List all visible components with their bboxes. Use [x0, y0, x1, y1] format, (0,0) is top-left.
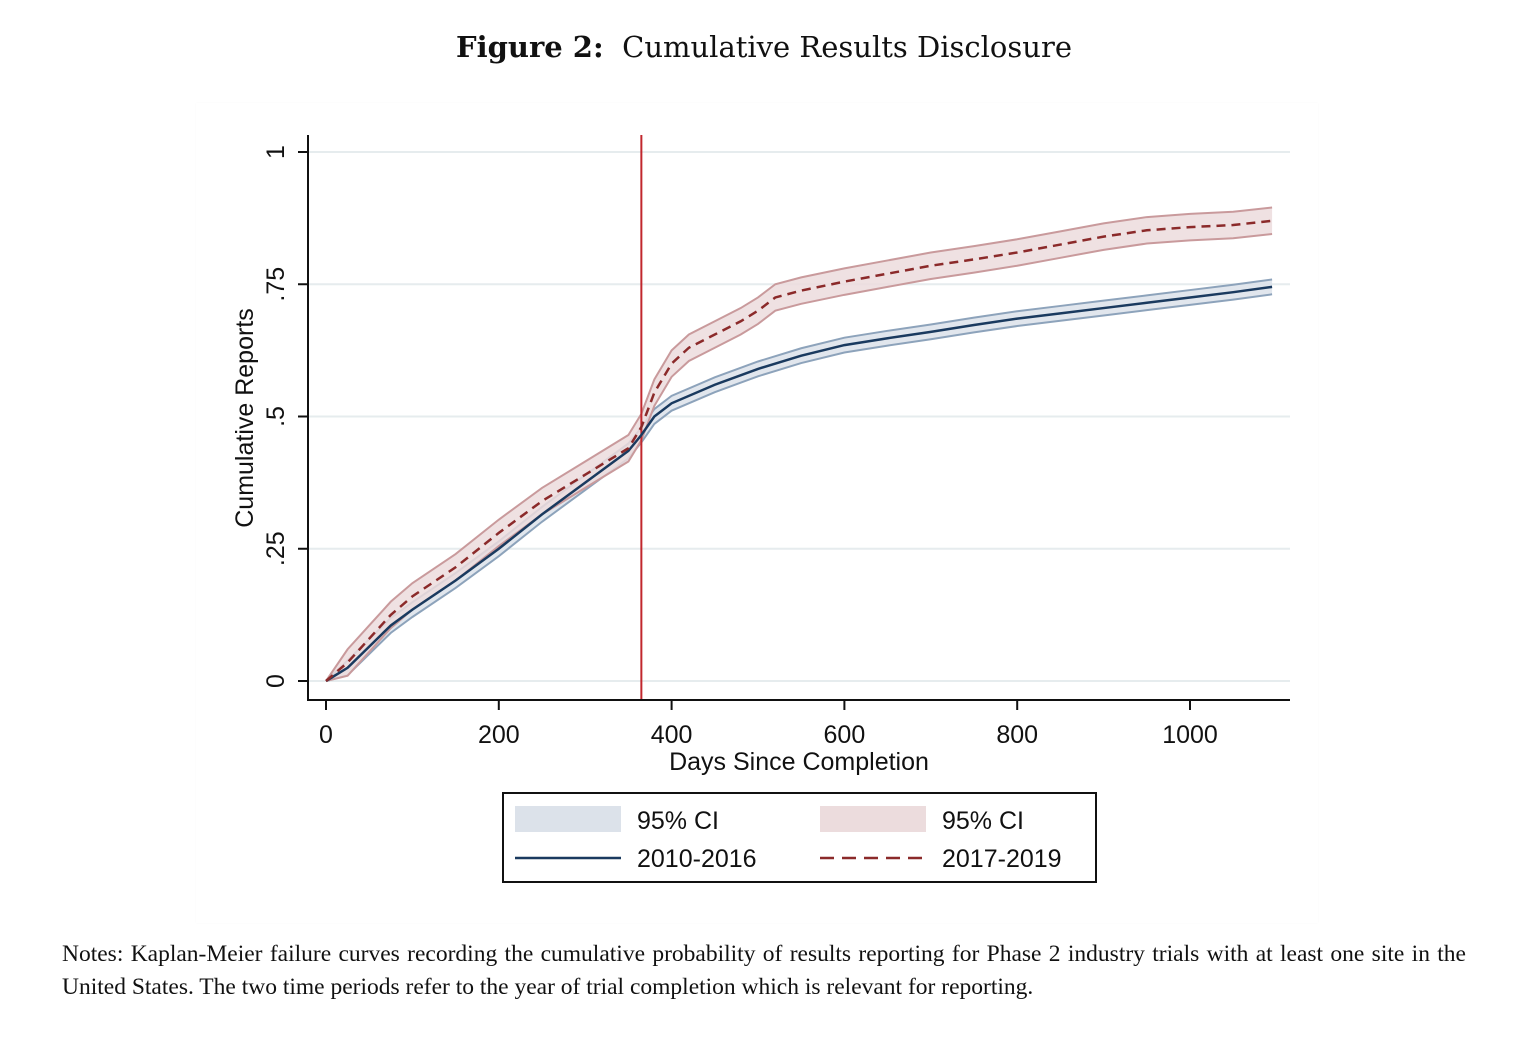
x-ticks: 0 200 400 600 800 1000	[319, 700, 1218, 749]
figure-title: Figure 2: Cumulative Results Disclosure	[0, 30, 1520, 64]
legend-swatch-ci-2017-2019	[820, 806, 926, 832]
figure-title-text: Cumulative Results Disclosure	[622, 30, 1072, 64]
y-tick-label: .5	[262, 406, 290, 427]
ci-band-2010-2016	[326, 279, 1273, 681]
y-tick-label: .25	[262, 531, 290, 566]
x-tick-label: 200	[478, 721, 520, 749]
ci-band-2017-2019	[326, 207, 1273, 682]
legend-label-ci-2010-2016: 95% CI	[637, 807, 719, 835]
x-tick-label: 400	[651, 721, 693, 749]
x-tick-label: 1000	[1162, 721, 1218, 749]
y-axis-label: Cumulative Reports	[231, 308, 259, 528]
x-tick-label: 800	[996, 721, 1038, 749]
y-tick-label: 1	[262, 145, 290, 159]
ci-upper-2010-2016	[325, 278, 1273, 682]
series-lines	[325, 219, 1273, 683]
y-tick-label: 0	[262, 674, 290, 688]
figure-notes: Notes: Kaplan-Meier failure curves recor…	[62, 941, 1466, 1000]
chart: 0 200 400 600 800 1000 0 .25 .5 .75 1 Days Since …	[231, 135, 1290, 883]
ci-upper-2017-2019	[325, 206, 1273, 682]
legend-label-2010-2016: 2010-2016	[637, 845, 757, 873]
figure-label: Figure 2:	[456, 30, 604, 64]
legend-label-2017-2019: 2017-2019	[942, 845, 1062, 873]
ci-lower-2010-2016	[325, 293, 1273, 682]
y-ticks: 0 .25 .5 .75 1	[262, 145, 308, 688]
legend-swatch-ci-2010-2016	[515, 806, 621, 832]
legend: 95% CI 95% CI 2010-2016 2017-2019	[502, 792, 1097, 883]
chart-panel: 0 200 400 600 800 1000 0 .25 .5 .75 1 Days Since …	[196, 103, 1318, 923]
ci-bands	[325, 206, 1273, 682]
series-line-2017-2019	[325, 219, 1273, 682]
x-tick-label: 600	[824, 721, 866, 749]
series-line-2010-2016	[325, 285, 1273, 683]
y-tick-label: .75	[262, 267, 290, 302]
x-tick-label: 0	[319, 721, 333, 749]
legend-label-ci-2017-2019: 95% CI	[942, 807, 1024, 835]
x-axis-label: Days Since Completion	[669, 748, 929, 776]
